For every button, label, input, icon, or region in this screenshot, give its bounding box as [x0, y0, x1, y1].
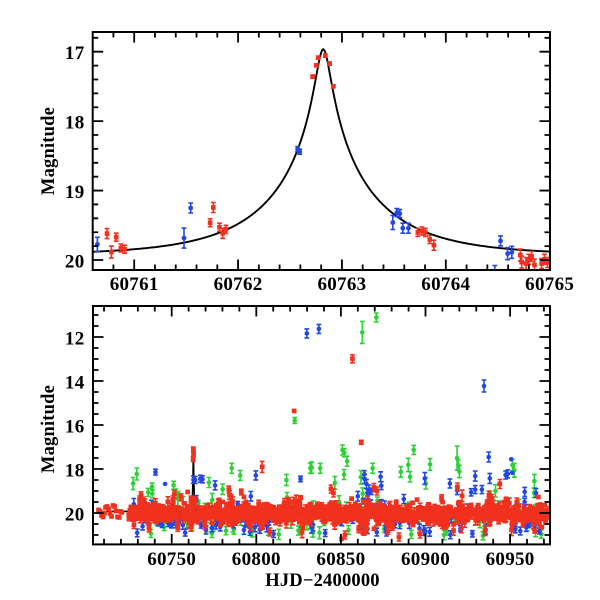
svg-text:16: 16: [65, 417, 85, 438]
svg-text:HJD−2400000: HJD−2400000: [265, 571, 380, 591]
svg-text:60800: 60800: [232, 549, 281, 570]
svg-text:60850: 60850: [316, 549, 365, 570]
svg-text:60900: 60900: [401, 549, 450, 570]
svg-text:18: 18: [65, 113, 85, 134]
svg-text:20: 20: [65, 505, 85, 526]
svg-text:19: 19: [65, 182, 85, 203]
svg-text:60750: 60750: [147, 549, 196, 570]
svg-text:Magnitude: Magnitude: [39, 107, 59, 195]
svg-text:60761: 60761: [110, 274, 159, 295]
svg-text:14: 14: [65, 373, 85, 394]
svg-text:60762: 60762: [214, 274, 263, 295]
svg-text:60765: 60765: [525, 274, 574, 295]
svg-text:60763: 60763: [317, 274, 366, 295]
svg-text:17: 17: [65, 43, 85, 64]
svg-text:20: 20: [65, 251, 85, 272]
svg-text:18: 18: [65, 461, 85, 482]
svg-text:12: 12: [65, 329, 85, 350]
svg-text:60764: 60764: [421, 274, 470, 295]
svg-text:Magnitude: Magnitude: [39, 385, 59, 473]
svg-text:60950: 60950: [486, 549, 535, 570]
